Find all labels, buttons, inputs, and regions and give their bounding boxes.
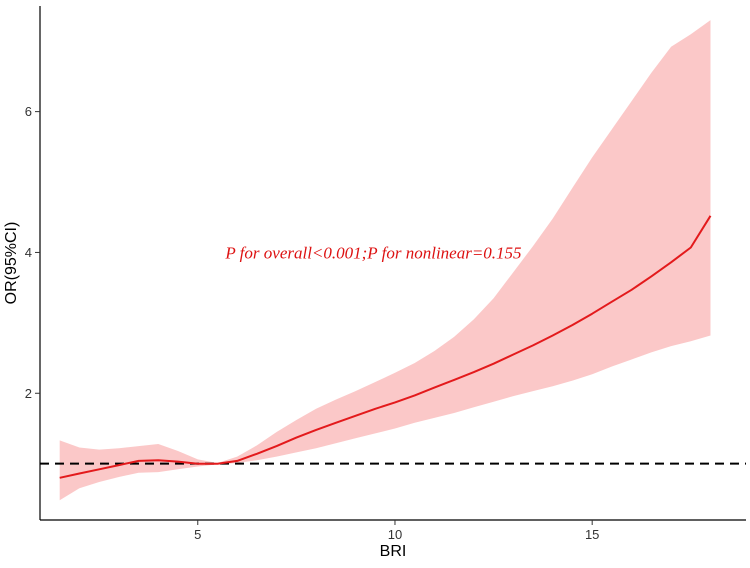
x-tick-label: 10 bbox=[388, 527, 402, 542]
y-axis-title: OR(95%CI) bbox=[3, 222, 20, 305]
confidence-band bbox=[59, 20, 711, 501]
y-tick-label: 2 bbox=[25, 386, 32, 401]
p-value-annotation: P for overall<0.001;P for nonlinear=0.15… bbox=[224, 243, 521, 262]
plot-area bbox=[40, 20, 746, 501]
x-axis-title: BRI bbox=[380, 543, 407, 560]
x-tick-label: 5 bbox=[194, 527, 201, 542]
x-tick-label: 15 bbox=[585, 527, 599, 542]
y-axis-ticks: 2 4 6 bbox=[25, 104, 40, 401]
y-tick-label: 6 bbox=[25, 104, 32, 119]
x-axis-ticks: 5 10 15 bbox=[194, 520, 599, 542]
odds-ratio-line bbox=[59, 215, 712, 479]
y-tick-label: 4 bbox=[25, 245, 32, 260]
